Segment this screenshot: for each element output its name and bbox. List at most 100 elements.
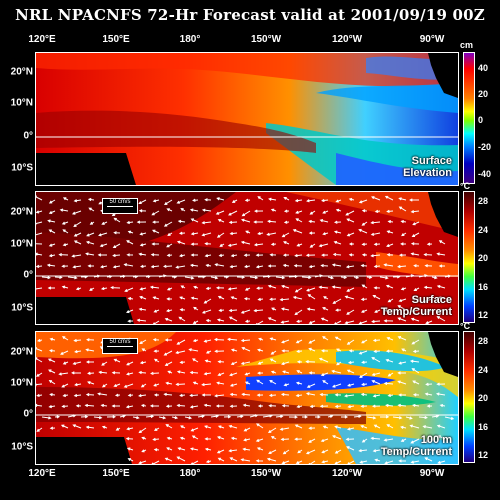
current-vector-arrow bbox=[229, 264, 238, 269]
current-vector-arrow bbox=[353, 414, 362, 419]
current-vector-arrow bbox=[257, 371, 264, 375]
current-vector-arrow bbox=[334, 404, 342, 408]
current-vector-arrow bbox=[398, 393, 407, 397]
current-vector-arrow bbox=[348, 253, 355, 257]
current-vector-arrow bbox=[267, 219, 277, 224]
current-vector-arrow bbox=[126, 372, 134, 376]
current-vector-arrow bbox=[257, 297, 264, 301]
current-vector-arrow bbox=[97, 392, 108, 396]
current-vector-arrow bbox=[86, 232, 95, 237]
current-vector-arrow bbox=[62, 361, 69, 365]
current-vector-arrow bbox=[374, 309, 381, 313]
current-vector-arrow bbox=[72, 424, 82, 429]
current-vector-arrow bbox=[241, 392, 251, 397]
current-vector-arrow bbox=[334, 449, 342, 454]
current-vector-arrow bbox=[72, 265, 82, 269]
current-vector-arrow bbox=[318, 243, 329, 248]
current-vector-arrow bbox=[138, 427, 147, 434]
current-vector-arrow bbox=[204, 425, 212, 429]
current-vector-arrow bbox=[321, 253, 329, 257]
current-vector-arrow bbox=[410, 317, 420, 322]
current-vector-arrow bbox=[197, 414, 205, 418]
current-vector-arrow bbox=[205, 350, 212, 354]
current-vector-arrow bbox=[245, 230, 251, 234]
current-vector-arrow bbox=[267, 427, 277, 433]
current-vector-arrow bbox=[166, 447, 173, 451]
current-vector-arrow bbox=[36, 264, 43, 269]
colorbar-unit-p1: cm bbox=[460, 40, 474, 50]
current-vector-arrow bbox=[308, 347, 316, 352]
current-vector-arrow bbox=[358, 228, 368, 234]
current-vector-arrow bbox=[424, 392, 433, 396]
current-vector-arrow bbox=[85, 348, 95, 352]
current-vector-arrow bbox=[201, 309, 212, 314]
current-vector-arrow bbox=[386, 209, 394, 213]
current-vector-arrow bbox=[125, 437, 134, 441]
current-vector-arrow bbox=[267, 284, 277, 289]
current-vector-arrow bbox=[228, 316, 238, 322]
current-vector-arrow bbox=[295, 218, 303, 223]
current-vector-arrow bbox=[370, 436, 381, 441]
current-vector-arrow bbox=[163, 221, 173, 227]
current-vector-arrow bbox=[228, 424, 238, 429]
current-vector-arrow bbox=[435, 392, 446, 396]
current-vector-arrow bbox=[241, 210, 251, 217]
current-vector-arrow bbox=[413, 287, 420, 291]
current-vector-arrow bbox=[270, 242, 277, 246]
current-vector-arrow bbox=[190, 253, 199, 257]
current-vector-arrow bbox=[87, 197, 95, 202]
current-vector-arrow bbox=[151, 460, 160, 464]
cb3-tick-4: 12 bbox=[478, 450, 489, 460]
current-vector-arrow bbox=[176, 339, 186, 345]
current-vector-arrow bbox=[87, 371, 95, 375]
current-vector-arrow bbox=[244, 198, 251, 202]
current-vector-arrow bbox=[217, 457, 225, 462]
current-vector-arrow bbox=[244, 381, 251, 385]
current-vector-arrow bbox=[110, 286, 121, 290]
current-vector-arrow bbox=[216, 286, 225, 290]
current-vector-arrow bbox=[253, 243, 264, 247]
current-vector-arrow bbox=[241, 346, 251, 352]
current-vector-arrow bbox=[281, 361, 290, 366]
current-vector-arrow bbox=[80, 415, 89, 419]
current-vector-arrow bbox=[386, 243, 394, 248]
current-vector-arrow bbox=[241, 218, 251, 223]
current-vector-arrow bbox=[361, 438, 368, 443]
current-vector-arrow bbox=[86, 240, 95, 245]
current-vector-arrow bbox=[309, 404, 316, 408]
current-vector-arrow bbox=[372, 338, 381, 342]
current-vector-arrow bbox=[127, 296, 134, 301]
current-vector-arrow bbox=[386, 424, 394, 429]
current-vector-arrow bbox=[210, 276, 219, 280]
lon-label-120w-bottom: 120°W bbox=[331, 468, 363, 479]
current-vector-arrow bbox=[413, 264, 420, 268]
current-vector-arrow bbox=[347, 383, 355, 387]
current-vector-arrow bbox=[184, 416, 193, 420]
current-vector-arrow bbox=[217, 218, 225, 223]
current-vector-arrow bbox=[418, 274, 428, 278]
current-vector-arrow bbox=[346, 369, 355, 374]
current-vector-arrow bbox=[359, 460, 368, 464]
current-vector-arrow bbox=[257, 231, 264, 236]
current-vector-arrow bbox=[410, 210, 420, 214]
current-vector-arrow bbox=[294, 253, 303, 258]
current-vector-arrow bbox=[101, 383, 108, 388]
current-vector-arrow bbox=[71, 210, 82, 215]
current-vector-arrow bbox=[36, 287, 43, 291]
current-vector-arrow bbox=[281, 460, 290, 464]
temp-current-100m-map: 50 cm/s 100 m Temp/Current bbox=[35, 331, 459, 465]
current-vector-arrow bbox=[179, 308, 186, 312]
current-vector-arrow bbox=[175, 350, 186, 355]
current-vector-arrow bbox=[88, 207, 95, 212]
current-vector-arrow bbox=[257, 348, 264, 352]
lat-label-10n-p3: 10°N bbox=[10, 377, 33, 389]
current-vector-arrow bbox=[436, 284, 446, 289]
current-vector-arrow bbox=[398, 253, 407, 257]
current-vector-arrow bbox=[127, 393, 134, 397]
current-vector-arrow bbox=[405, 416, 413, 420]
lon-label-150w-bottom: 150°W bbox=[250, 468, 282, 479]
current-vector-arrow bbox=[217, 295, 225, 300]
current-vector-arrow bbox=[358, 350, 368, 355]
current-vector-arrow bbox=[348, 349, 355, 353]
current-vector-arrow bbox=[236, 275, 246, 279]
